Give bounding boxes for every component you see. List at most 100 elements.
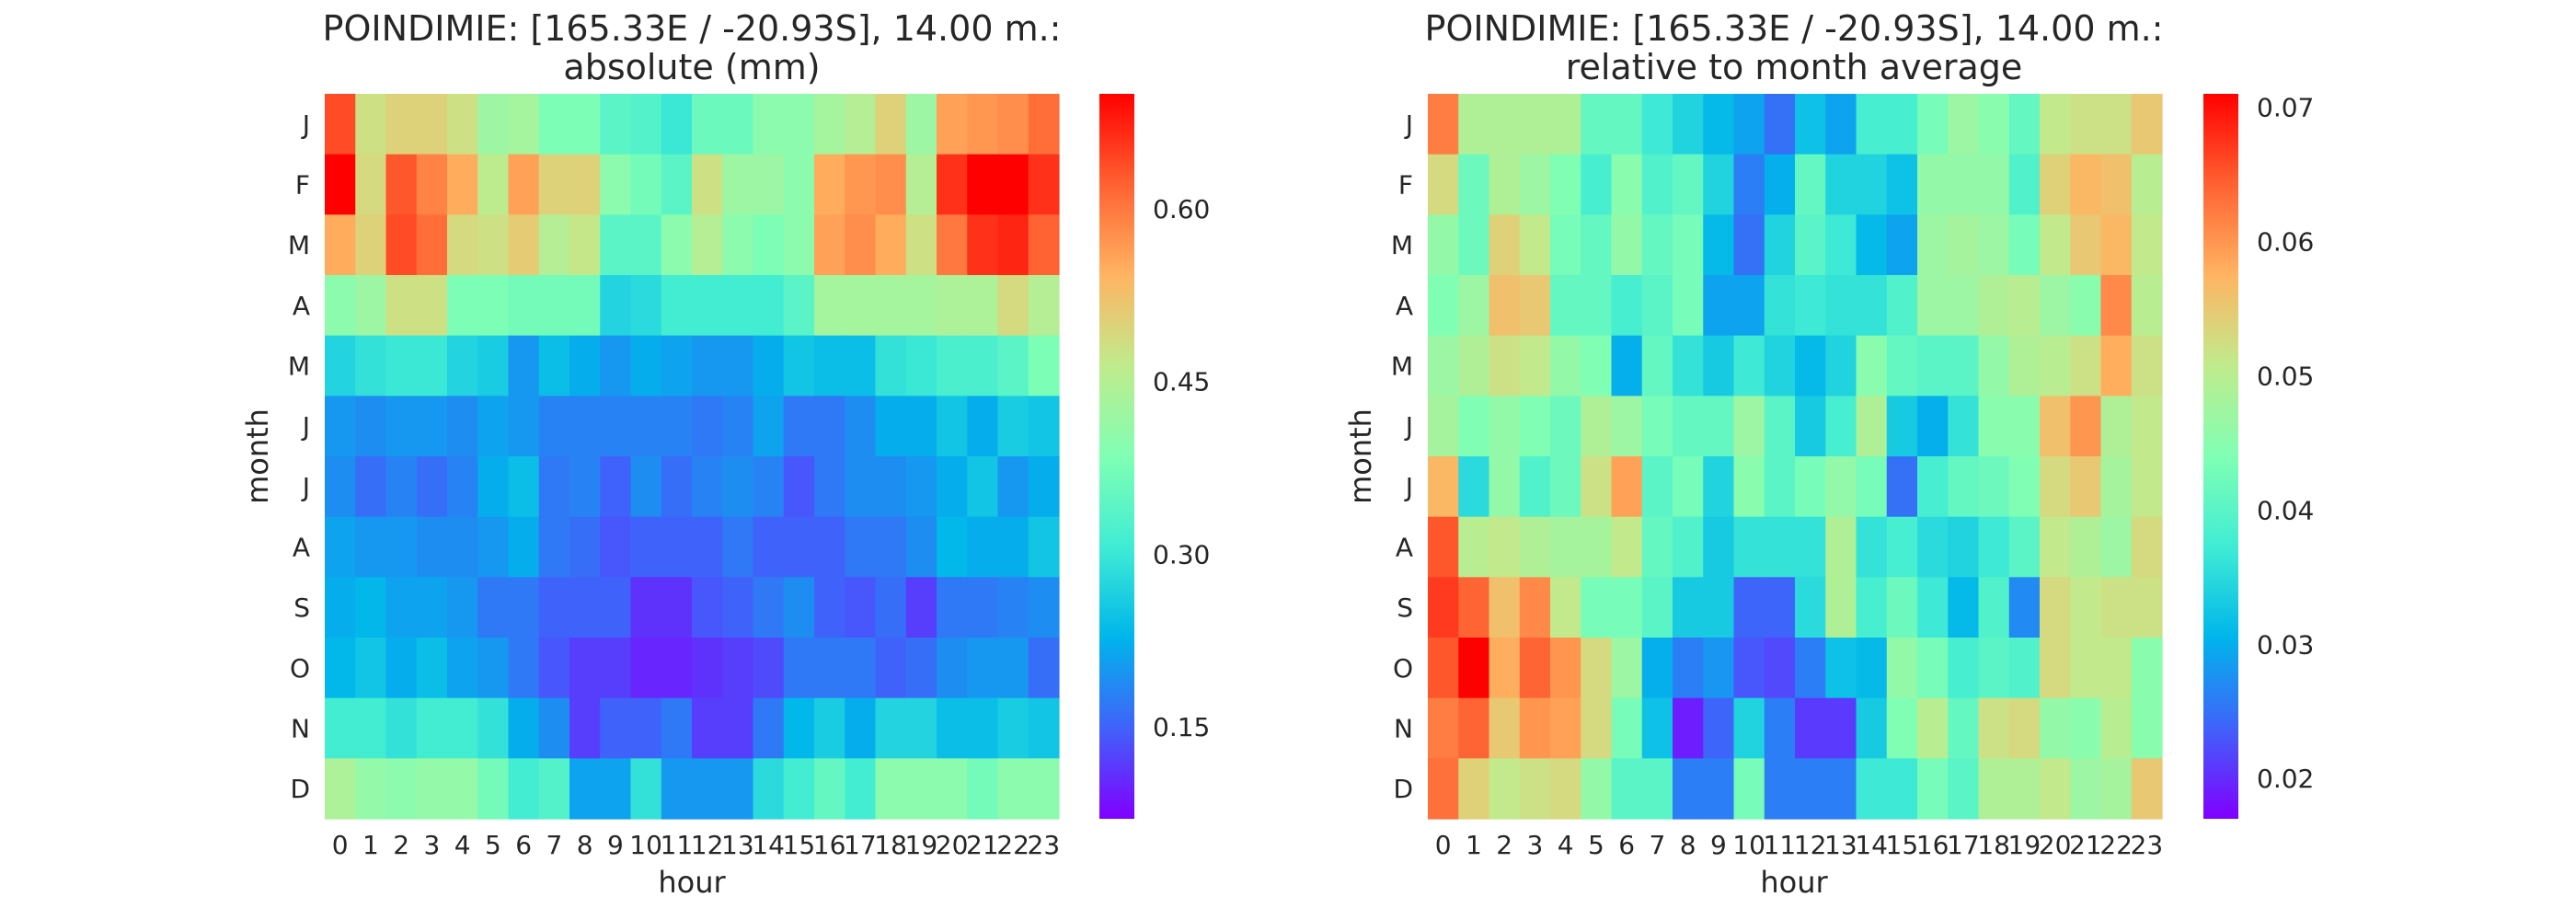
heatmap-cell [1641,275,1673,337]
heatmap-cell [967,516,999,578]
colorbar-tick-label: 0.05 [2257,361,2314,391]
heatmap-cell [1581,577,1613,638]
heatmap-cell [1764,335,1796,397]
x-tick-label: 15 [783,830,816,860]
heatmap-cell [508,638,540,699]
heatmap-cell [385,94,418,155]
heatmap-cell [508,396,540,457]
heatmap-cell [2008,335,2041,397]
heatmap-cell [845,516,877,578]
heatmap-cell [814,214,845,276]
heatmap-cell [2100,516,2133,578]
heatmap-cell [1917,396,1949,457]
heatmap-cell [385,638,418,699]
heatmap-cell [416,456,448,518]
heatmap-cell [1917,94,1949,155]
x-tick-label: 13 [1824,830,1857,860]
x-tick-label: 22 [2099,830,2133,860]
x-tick-label: 4 [454,830,471,860]
x-tick-label: 10 [1732,830,1765,860]
heatmap-cell [2070,154,2102,215]
heatmap-cell [1428,335,1459,397]
heatmap-cell [630,456,662,518]
heatmap-cell [937,396,968,457]
heatmap-cell [967,638,999,699]
heatmap-cell [937,214,968,276]
heatmap-cell [1948,516,1980,578]
heatmap-cell [416,516,448,578]
heatmap-cell [1978,577,2010,638]
heatmap-cell [967,214,999,276]
heatmap-cell [1733,335,1765,397]
heatmap-cell [753,335,785,397]
heatmap-cell [447,516,478,578]
heatmap-cell [1856,214,1888,276]
heatmap-cell [1641,335,1673,397]
heatmap-cell [1519,94,1551,155]
x-axis-label: hour [1760,865,1828,900]
heatmap-cell [1611,154,1643,215]
heatmap-cell [2100,335,2133,397]
x-tick-label: 6 [1618,830,1635,860]
heatmap-cell [2100,214,2133,276]
heatmap-cell [1825,396,1857,457]
heatmap-cell [2131,758,2163,820]
heatmap-cell [1489,577,1521,638]
heatmap-panel-relative: POINDIMIE: [165.33E / -20.93S], 14.00 m.… [1343,8,2314,900]
colorbar-tick-label: 0.06 [2257,227,2314,258]
heatmap-cell [1519,396,1551,457]
heatmap-cell [355,94,387,155]
heatmap-cell [1703,275,1735,337]
heatmap-cell [1489,94,1521,155]
heatmap-cell [1703,214,1735,276]
heatmap-cell [2100,396,2133,457]
heatmap-cell [753,577,785,638]
heatmap-cell [1428,94,1459,155]
heatmap-cell [2131,697,2163,759]
heatmap-cell [1673,335,1704,397]
heatmap-cell [1917,697,1949,759]
heatmap-cell [1733,94,1765,155]
heatmap-cell [2100,577,2133,638]
heatmap-cell [447,638,478,699]
y-tick-label: J [301,472,310,502]
heatmap-cell [1703,335,1735,397]
heatmap-cell [569,214,601,276]
heatmap-cell [1733,396,1765,457]
heatmap-cell [355,638,387,699]
y-tick-label: A [293,533,310,563]
heatmap-cell [1489,456,1521,518]
x-tick-label: 9 [1710,830,1727,860]
heatmap-cell [569,638,601,699]
x-tick-label: 18 [1977,830,2010,860]
heatmap-cell [1795,758,1826,820]
heatmap-cell [385,577,418,638]
x-tick-label: 20 [936,830,969,860]
heatmap-cell [937,335,968,397]
heatmap-cell [1458,275,1490,337]
heatmap-cell [2070,396,2102,457]
heatmap-cell [905,516,937,578]
x-tick-label: 8 [577,830,593,860]
heatmap-cell [2131,638,2163,699]
heatmap-cell [630,577,662,638]
heatmap-cell [325,516,356,578]
heatmap-cell [1673,154,1704,215]
heatmap-cell [1550,638,1581,699]
y-tick-label: J [1404,472,1413,502]
heatmap-cell [1673,577,1704,638]
heatmap-cell [1978,154,2010,215]
heatmap-cell [1703,94,1735,155]
heatmap-cell [997,758,1029,820]
heatmap-cell [1489,396,1521,457]
heatmap-cell [447,275,478,337]
heatmap-cell [1581,516,1613,578]
heatmap-cell [937,577,968,638]
heatmap-cell [416,94,448,155]
heatmap-cell [2040,638,2071,699]
heatmap-cell [1764,577,1796,638]
heatmap-cell [1550,396,1581,457]
heatmap-cell [538,94,570,155]
x-tick-label: 22 [996,830,1029,860]
